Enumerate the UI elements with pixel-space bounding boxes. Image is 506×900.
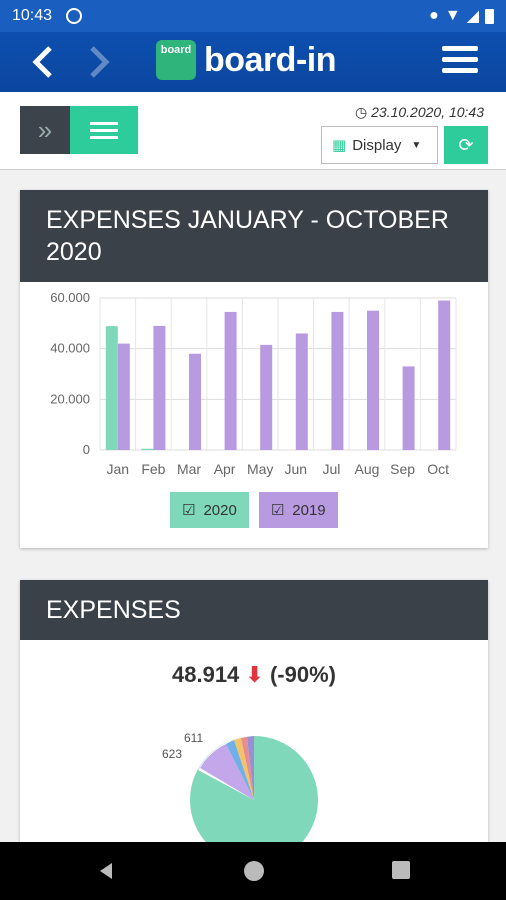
bar-2019-Apr — [224, 311, 237, 450]
x-tick-label: May — [247, 461, 273, 477]
expenses-summary: 48.914 ⬇ (-90%) — [20, 662, 488, 688]
timestamp: ◷ 23.10.2020, 10:43 — [355, 104, 484, 121]
expenses-change: (-90%) — [269, 662, 336, 687]
x-tick-label: Jun — [285, 461, 308, 477]
y-tick-label: 60.000 — [50, 290, 90, 305]
expand-icon[interactable]: » — [20, 106, 70, 154]
timestamp-text: 23.10.2020, 10:43 — [371, 104, 484, 120]
expenses-value: 48.914 — [172, 662, 240, 687]
bar-2019-Jan — [117, 343, 130, 450]
location-icon: ● — [429, 7, 439, 24]
bar-2019-Sep — [402, 366, 415, 450]
x-tick-label: Aug — [355, 461, 380, 477]
nav-home-icon[interactable] — [244, 861, 264, 881]
calendar-icon: ▦ — [332, 137, 347, 154]
x-tick-label: Apr — [214, 461, 236, 477]
battery-icon — [485, 8, 494, 24]
bar-2019-Aug — [367, 310, 379, 450]
expenses-bar-chart: 0 20.000 40.000 60.000 Jan Feb Mar Apr May Jun Jul… — [50, 290, 457, 477]
pie-slice — [200, 744, 254, 800]
pie-slice — [234, 738, 254, 800]
caret-down-icon: ▼ — [411, 139, 422, 151]
checkbox-icon: ☑ — [270, 502, 285, 519]
clock-icon: ◷ — [355, 104, 368, 120]
y-tick-label: 40.000 — [50, 341, 90, 356]
display-dropdown[interactable]: ▦ Display ▼ — [321, 126, 438, 164]
expenses-card: EXPENSES 48.914 ⬇ (-90%) 611 623 — [20, 580, 488, 842]
app-bar: board board-in — [0, 32, 506, 92]
signal-icon: ◢ — [466, 8, 479, 25]
legend-label-2019: 2019 — [292, 501, 326, 519]
pie-slice — [226, 740, 254, 800]
sync-icon — [66, 8, 83, 24]
y-tick-label: 0 — [83, 442, 90, 457]
list-menu-button[interactable] — [70, 106, 138, 154]
bar-2019-Feb — [153, 325, 166, 450]
status-bar: 10:43 ● ▼ ◢ — [0, 0, 506, 32]
legend-2019[interactable]: ☑ 2019 — [258, 492, 338, 528]
arrow-down-icon: ⬇ — [245, 662, 264, 687]
pie-slice — [241, 737, 254, 800]
pie-label-611: 611 — [184, 731, 203, 745]
bar-2019-May — [260, 344, 273, 450]
bar-2019-Jun — [295, 333, 308, 450]
y-tick-label: 20.000 — [50, 391, 90, 406]
x-tick-label: Jul — [322, 461, 340, 477]
pie-slice — [247, 736, 254, 800]
legend-label-2020: 2020 — [203, 501, 237, 519]
checkbox-icon: ☑ — [182, 502, 196, 519]
pie-label-623: 623 — [162, 747, 182, 761]
nav-recents-icon[interactable] — [392, 861, 410, 879]
brand-name: board-in — [204, 40, 336, 79]
refresh-icon: ⟳ — [458, 135, 474, 155]
chart-legend: ☑ 2020 ☑ 2019 — [170, 492, 338, 528]
legend-2020[interactable]: ☑ 2020 — [170, 492, 249, 528]
x-tick-label: Oct — [427, 461, 449, 477]
nav-back-icon[interactable] — [96, 861, 116, 881]
system-nav-bar — [0, 842, 506, 900]
bar-2019-Oct — [438, 300, 451, 450]
x-tick-label: Feb — [141, 461, 165, 477]
bar-2019-Mar — [189, 353, 201, 450]
chart-card-title: EXPENSES JANUARY - OCTOBER 2020 — [20, 190, 488, 282]
wifi-icon: ▼ — [444, 7, 461, 24]
bar-2020-Feb — [141, 448, 154, 450]
back-icon[interactable] — [28, 42, 58, 82]
forward-icon[interactable] — [84, 42, 114, 82]
bar-2020-Jan — [105, 326, 118, 450]
expenses-card-title: EXPENSES — [20, 580, 488, 640]
expenses-pie-chart: 611 623 — [162, 731, 318, 842]
status-time: 10:43 — [12, 7, 53, 24]
bar-2019-Jul — [331, 311, 344, 450]
x-tick-label: Mar — [177, 461, 201, 477]
menu-icon[interactable] — [442, 46, 478, 78]
expenses-chart-card: EXPENSES JANUARY - OCTOBER 2020 0 20.000 4… — [20, 190, 488, 548]
logo-badge: board — [156, 40, 196, 80]
x-tick-label: Jan — [107, 461, 130, 477]
refresh-button[interactable]: ⟳ — [444, 126, 488, 164]
app-logo: board board-in — [156, 40, 336, 80]
display-label: Display — [352, 136, 402, 154]
x-tick-label: Sep — [390, 461, 415, 477]
